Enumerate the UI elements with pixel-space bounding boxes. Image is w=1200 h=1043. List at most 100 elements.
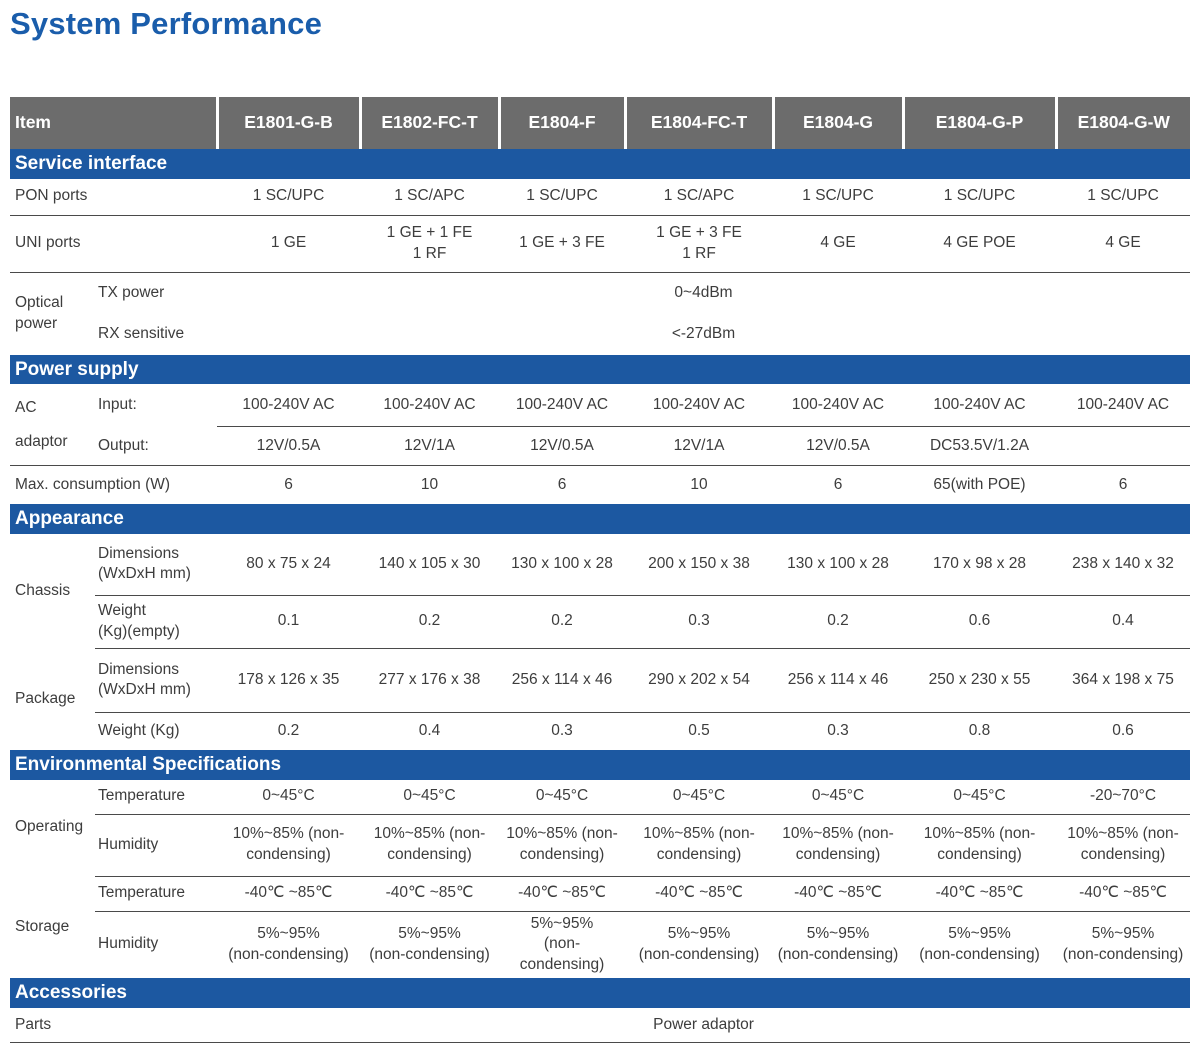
temperature-label: Temperature bbox=[95, 876, 218, 912]
row-operating-temperature: Operating Temperature 0~45°C 0~45°C 0~45… bbox=[10, 779, 1191, 835]
spec-cell: -40℃ ~85℃ bbox=[1056, 876, 1191, 912]
spec-cell: 5%~95% (non-condensing) bbox=[919, 925, 1040, 963]
spec-cell: 12V/0.5A bbox=[773, 426, 904, 467]
spec-cell: 5%~95% (non-condensing) bbox=[1062, 925, 1184, 963]
section-title: Accessories bbox=[10, 978, 1191, 1008]
spec-cell: 0.1 bbox=[217, 595, 361, 649]
spec-cell: 5%~95% (non-condensing) bbox=[228, 925, 349, 963]
pon-ports-label: PON ports bbox=[10, 178, 218, 216]
spec-cell: 10 bbox=[690, 475, 708, 493]
section-accessories: Accessories bbox=[10, 978, 1191, 1008]
output-label: Output: bbox=[95, 426, 218, 467]
row-optical-tx: Optical power TX power 0~4dBm bbox=[10, 272, 1190, 332]
ac-adaptor-label: AC adaptor bbox=[10, 384, 95, 467]
weight-label: Weight (Kg) bbox=[98, 721, 180, 739]
row-max-consumption: Max. consumption (W) 6 10 6 10 6 65(with… bbox=[10, 466, 1190, 505]
tx-power-value: 0~4dBm bbox=[674, 283, 733, 301]
row-chassis-dimensions: Chassis Dimensions (WxDxH mm) 80 x 75 x … bbox=[10, 533, 1191, 599]
spec-cell: 256 x 114 x 46 bbox=[773, 648, 904, 713]
spec-cell: 0.3 bbox=[551, 721, 573, 739]
column-header-model: E1804-G-W bbox=[1054, 97, 1191, 149]
spec-cell: -40℃ ~85℃ bbox=[773, 876, 904, 912]
spec-cell: 100-240V AC bbox=[903, 384, 1057, 428]
column-header-model: E1804-G bbox=[771, 97, 904, 149]
spec-cell: 1 SC/UPC bbox=[903, 178, 1057, 216]
optical-power-label: Optical power bbox=[15, 293, 64, 332]
section-title: Service interface bbox=[10, 149, 1191, 179]
section-appearance: Appearance bbox=[10, 504, 1191, 534]
spec-cell: 65(with POE) bbox=[933, 475, 1026, 493]
spec-cell: 80 x 75 x 24 bbox=[217, 533, 361, 596]
spec-cell: 6 bbox=[1118, 475, 1128, 493]
spec-cell: 1 SC/UPC bbox=[217, 178, 361, 216]
spec-cell: 0~45°C bbox=[360, 779, 500, 815]
spec-cell: 0.6 bbox=[903, 595, 1057, 649]
spec-cell: 1 GE bbox=[217, 215, 361, 273]
column-header-model: E1804-FC-T bbox=[623, 97, 774, 149]
column-header-model: E1801-G-B bbox=[215, 97, 361, 149]
rx-sensitive-label: RX sensitive bbox=[98, 324, 185, 342]
humidity-label: Humidity bbox=[95, 814, 218, 877]
spec-cell: 12V/1A bbox=[360, 426, 500, 467]
spec-cell: DC53.5V/1.2A bbox=[903, 426, 1057, 467]
section-environmental: Environmental Specifications bbox=[10, 749, 1191, 780]
spec-cell: 4 GE bbox=[1056, 215, 1191, 273]
page-title: System Performance bbox=[10, 6, 323, 41]
section-power-supply: Power supply bbox=[10, 354, 1191, 385]
spec-cell: 1 SC/UPC bbox=[499, 178, 626, 216]
operating-label: Operating bbox=[15, 818, 84, 836]
spec-cell: 0.3 bbox=[625, 595, 774, 649]
column-header-model: E1802-FC-T bbox=[358, 97, 500, 149]
column-header-model: E1804-F bbox=[497, 97, 626, 149]
spec-cell: 0.5 bbox=[688, 721, 710, 739]
spec-cell: 1 SC/APC bbox=[625, 178, 774, 216]
spec-cell: 290 x 202 x 54 bbox=[625, 648, 774, 713]
spec-cell: 12V/1A bbox=[625, 426, 774, 467]
storage-label: Storage bbox=[15, 917, 70, 935]
spec-cell: 0.2 bbox=[773, 595, 904, 649]
spec-cell: 1 GE + 3 FE bbox=[499, 215, 626, 273]
spec-cell: -40℃ ~85℃ bbox=[360, 876, 500, 912]
package-label: Package bbox=[15, 689, 76, 707]
spec-cell: -20~70°C bbox=[1056, 779, 1191, 815]
spec-cell: 100-240V AC bbox=[773, 384, 904, 428]
section-title: Environmental Specifications bbox=[10, 749, 1191, 780]
spec-cell bbox=[1056, 426, 1191, 467]
spec-cell: 4 GE POE bbox=[903, 215, 1057, 273]
spec-cell: 256 x 114 x 46 bbox=[499, 648, 626, 713]
humidity-label: Humidity bbox=[98, 935, 159, 953]
section-title: Power supply bbox=[10, 354, 1191, 385]
row-ac-output: Output: 12V/0.5A 12V/1A 12V/0.5A 12V/1A … bbox=[10, 426, 1191, 467]
spec-cell: 5%~95% (non-condensing) bbox=[519, 914, 605, 974]
spec-cell: 0.6 bbox=[1112, 721, 1134, 739]
spec-cell: 100-240V AC bbox=[360, 384, 500, 428]
spec-cell: 10%~85% (non- condensing) bbox=[217, 814, 361, 877]
spec-cell: 130 x 100 x 28 bbox=[773, 533, 904, 596]
column-header-item: Item bbox=[10, 97, 218, 149]
spec-cell: 140 x 105 x 30 bbox=[360, 533, 500, 596]
spec-cell: 250 x 230 x 55 bbox=[903, 648, 1057, 713]
spec-cell: 0~45°C bbox=[773, 779, 904, 815]
spec-cell: 10%~85% (non- condensing) bbox=[903, 814, 1057, 877]
spec-cell: 1 GE + 1 FE 1 RF bbox=[360, 215, 500, 273]
spec-cell: 100-240V AC bbox=[217, 384, 361, 428]
spec-cell: -40℃ ~85℃ bbox=[499, 876, 626, 912]
spec-cell: 10%~85% (non- condensing) bbox=[360, 814, 500, 877]
spec-cell: 4 GE bbox=[773, 215, 904, 273]
spec-cell: 1 SC/UPC bbox=[1056, 178, 1191, 216]
row-optical-rx: RX sensitive <-27dBm bbox=[10, 314, 1190, 355]
spec-cell: 0.4 bbox=[1056, 595, 1191, 649]
table-header-row: Item E1801-G-B E1802-FC-T E1804-F E1804-… bbox=[10, 97, 1191, 149]
spec-cell: 100-240V AC bbox=[1056, 384, 1191, 428]
spec-cell: 6 bbox=[557, 475, 567, 493]
spec-cell: 5%~95% (non-condensing) bbox=[638, 925, 760, 963]
spec-cell: 178 x 126 x 35 bbox=[217, 648, 361, 713]
spec-cell: 130 x 100 x 28 bbox=[499, 533, 626, 596]
spec-cell: 170 x 98 x 28 bbox=[903, 533, 1057, 596]
spec-cell: 1 SC/APC bbox=[360, 178, 500, 216]
temperature-label: Temperature bbox=[95, 779, 218, 815]
dimensions-label: Dimensions (WxDxH mm) bbox=[95, 648, 218, 713]
row-operating-humidity: Humidity 10%~85% (non- condensing) 10%~8… bbox=[10, 814, 1191, 877]
spec-cell: 277 x 176 x 38 bbox=[360, 648, 500, 713]
spec-cell: 100-240V AC bbox=[625, 384, 774, 428]
